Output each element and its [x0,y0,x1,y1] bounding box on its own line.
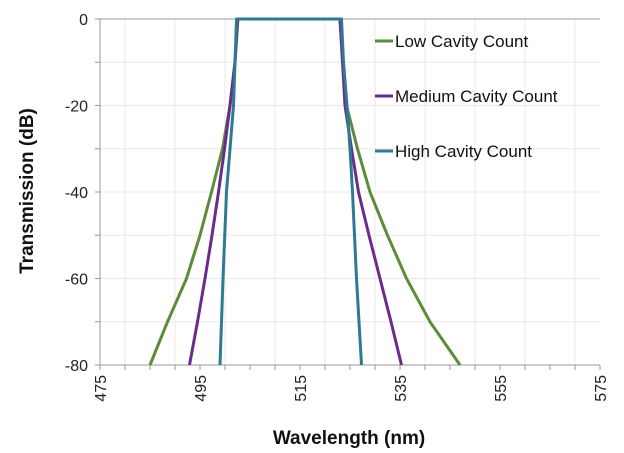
series-line-2 [218,17,363,366]
legend-label: Medium Cavity Count [395,87,558,106]
x-tick-label: 515 [293,375,310,402]
x-tick-label: 535 [393,375,410,402]
legend: Low Cavity Count Medium Cavity Count High … [375,32,558,161]
x-tick-label: 475 [93,375,110,402]
y-tick-label: -60 [65,272,88,289]
legend-label: High Cavity Count [395,142,532,161]
axes: 475 495 515 535 555 575 0 -20 -40 -60 -80 [65,12,610,402]
grid [100,18,600,365]
y-tick-label: -20 [65,99,88,116]
y-axis-label: Transmission (dB) [17,108,38,274]
y-tick-label: -40 [65,185,88,202]
x-tick-label: 495 [193,375,210,402]
x-axis-label: Wavelength (nm) [273,428,425,449]
legend-label: Low Cavity Count [395,32,529,51]
y-tick-label: -80 [65,358,88,375]
y-tick-label: 0 [79,12,88,29]
x-tick-label: 555 [493,375,510,402]
x-tick-label: 575 [593,375,610,402]
series-lines [148,17,462,366]
